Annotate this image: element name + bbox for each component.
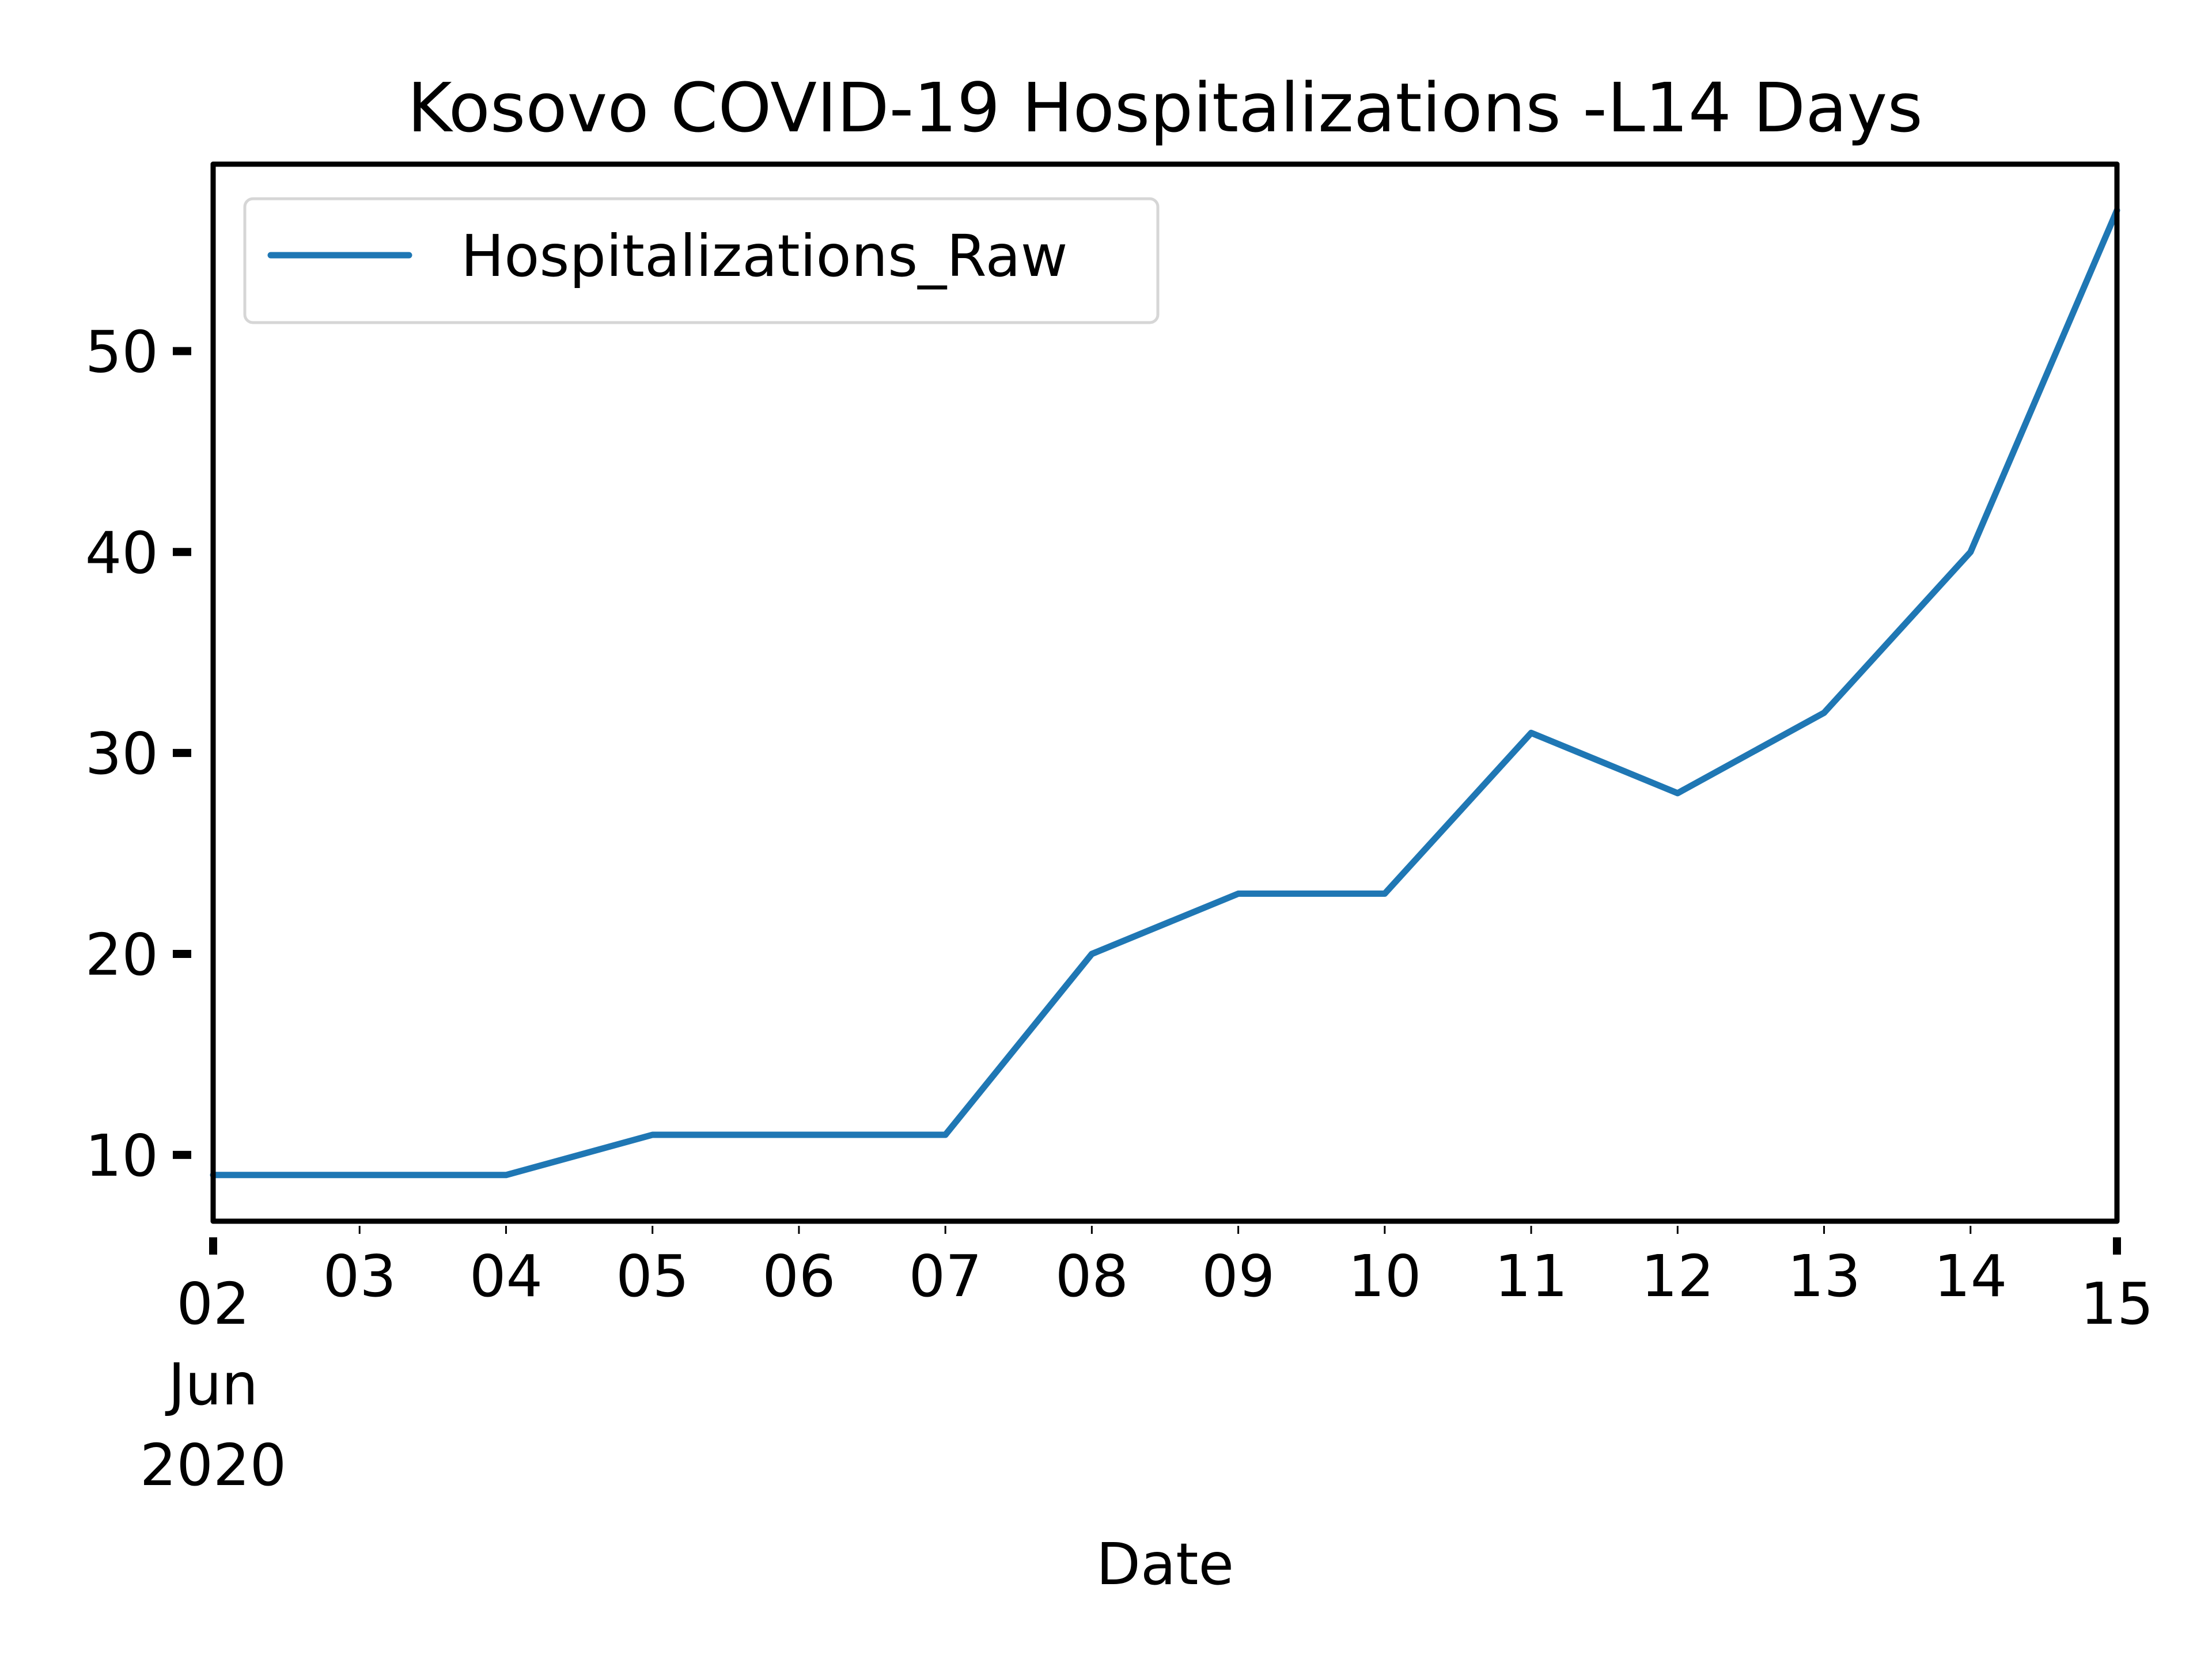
x-tick-label-04: 04	[469, 1243, 543, 1310]
y-tick-label-10: 10	[85, 1122, 158, 1190]
x-tick-sublabel-Jun: Jun	[165, 1351, 258, 1418]
legend: Hospitalizations_Raw	[243, 197, 1160, 324]
x-tick-label-09: 09	[1202, 1243, 1275, 1310]
x-tick-label-06: 06	[762, 1243, 835, 1310]
plot-area	[210, 207, 2120, 1179]
x-tick-label-10: 10	[1348, 1243, 1421, 1310]
chart-title: Kosovo COVID-19 Hospitalizations -L14 Da…	[407, 68, 1923, 147]
x-tick-label-13: 13	[1787, 1243, 1861, 1310]
legend-label-hospitalizations-raw: Hospitalizations_Raw	[461, 222, 1068, 290]
y-tick-label-50: 50	[85, 318, 158, 385]
x-tick-label-05: 05	[616, 1243, 689, 1310]
series-line-hospitalizations-raw	[210, 207, 2120, 1179]
x-tick-label-08: 08	[1055, 1243, 1128, 1310]
data-point-2020-06-10	[1384, 893, 1385, 894]
x-axis-label: Date	[1096, 1531, 1234, 1598]
x-tick-label-07: 07	[909, 1243, 982, 1310]
y-tick-label-40: 40	[85, 519, 158, 586]
x-tick-label-02: 02	[176, 1270, 249, 1338]
y-axis: 10 20 30 40 50	[85, 318, 191, 1190]
y-tick-label-30: 30	[85, 720, 158, 787]
legend-box	[243, 197, 1160, 324]
x-axis: 02 Jun 2020 03 04 05 06 07 08 09 10 11 12 13 14 15	[140, 1226, 2154, 1499]
x-tick-label-15: 15	[2080, 1270, 2153, 1338]
x-tick-label-12: 12	[1641, 1243, 1714, 1310]
x-tick-label-03: 03	[323, 1243, 396, 1310]
x-tick-sublabel-2020: 2020	[140, 1431, 287, 1499]
x-tick-label-11: 11	[1494, 1243, 1567, 1310]
axes-frame	[210, 161, 2120, 1224]
y-tick-label-20: 20	[85, 921, 158, 988]
x-tick-label-14: 14	[1934, 1243, 2007, 1310]
